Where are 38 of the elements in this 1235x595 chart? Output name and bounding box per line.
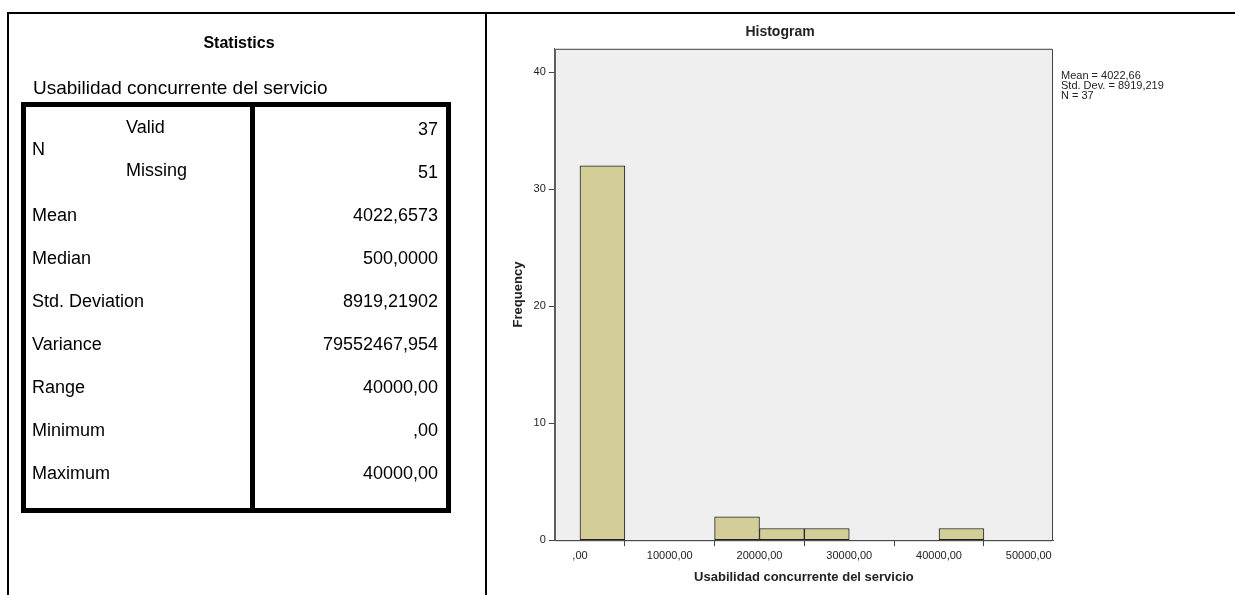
text: N = 37	[1061, 89, 1094, 102]
y-tick-label: 20	[533, 299, 546, 312]
category-label: Valid	[126, 116, 165, 139]
category-label: Missing	[126, 159, 188, 182]
text: 79552467,954	[322, 334, 438, 354]
x-axis-title: Usabilidad concurrente del servicio	[694, 568, 914, 584]
x-tick-label: ,00	[572, 548, 588, 561]
category-label: Std. Deviation	[32, 290, 145, 313]
text: N	[32, 138, 45, 160]
category-label: Minimum	[32, 419, 106, 442]
category-label: Median	[32, 247, 92, 270]
text: 37	[417, 119, 438, 139]
x-tick-label: 50000,00	[1005, 548, 1052, 561]
text: Statistics	[202, 34, 276, 52]
x-tick-label: 20000,00	[736, 548, 783, 561]
text: Std. Dev. = 8919,219	[1061, 79, 1164, 92]
y-tick-label: 40	[533, 65, 546, 78]
y-tick-label: 10	[533, 416, 546, 429]
y-axis-title: Frequency	[510, 260, 526, 328]
text: ,00	[412, 420, 438, 440]
x-tick-label: 30000,00	[826, 548, 873, 561]
text: Mean = 4022,66	[1061, 69, 1141, 82]
category-label: Mean	[32, 204, 78, 227]
text: 4022,6573	[352, 205, 438, 225]
text: Usabilidad concurrente del servicio	[33, 77, 328, 99]
chart-title: Histogram	[745, 23, 815, 40]
x-tick-label: 10000,00	[646, 548, 693, 561]
y-tick-label: 0	[539, 533, 546, 546]
text: 40000,00	[362, 463, 438, 483]
category-label: Range	[32, 376, 86, 399]
text: 8919,21902	[342, 291, 438, 311]
text: 500,0000	[362, 248, 438, 268]
y-tick-label: 30	[533, 182, 546, 195]
text: 51	[417, 162, 438, 182]
text: 40000,00	[362, 377, 438, 397]
category-label: Maximum	[32, 462, 111, 485]
x-tick-label: 40000,00	[916, 548, 962, 561]
category-label: Variance	[32, 333, 102, 356]
